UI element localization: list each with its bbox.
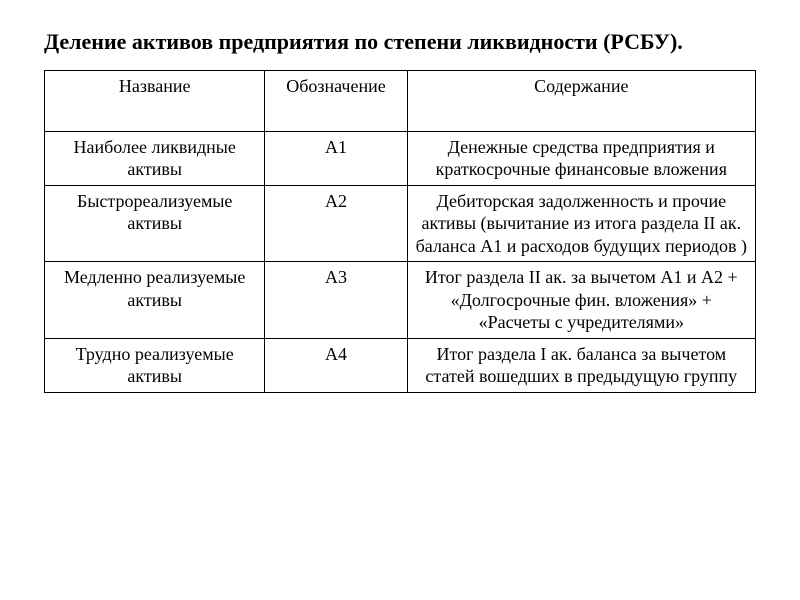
liquidity-table: Название Обозначение Содержание Наиболее… <box>44 70 756 393</box>
document-page: Деление активов предприятия по степени л… <box>0 0 800 393</box>
cell-code: А4 <box>265 338 407 392</box>
cell-desc: Дебиторская задолженность и прочие актив… <box>407 185 755 262</box>
cell-code: А3 <box>265 262 407 339</box>
cell-name: Трудно реализуемые активы <box>45 338 265 392</box>
cell-name: Наиболее ликвидные активы <box>45 131 265 185</box>
cell-name: Быстрореализуемые активы <box>45 185 265 262</box>
cell-name: Медленно реализуемые активы <box>45 262 265 339</box>
table-row: Быстрореализуемые активы А2 Дебиторская … <box>45 185 756 262</box>
table-header-row: Название Обозначение Содержание <box>45 70 756 131</box>
table-row: Медленно реализуемые активы А3 Итог разд… <box>45 262 756 339</box>
table-row: Трудно реализуемые активы А4 Итог раздел… <box>45 338 756 392</box>
cell-code: А1 <box>265 131 407 185</box>
cell-code: А2 <box>265 185 407 262</box>
col-header-name: Название <box>45 70 265 131</box>
col-header-desc: Содержание <box>407 70 755 131</box>
table-row: Наиболее ликвидные активы А1 Денежные ср… <box>45 131 756 185</box>
cell-desc: Итог раздела II ак. за вычетом А1 и А2 +… <box>407 262 755 339</box>
cell-desc: Денежные средства предприятия и краткоср… <box>407 131 755 185</box>
col-header-code: Обозначение <box>265 70 407 131</box>
page-title: Деление активов предприятия по степени л… <box>44 28 756 56</box>
cell-desc: Итог раздела I ак. баланса за вычетом ст… <box>407 338 755 392</box>
